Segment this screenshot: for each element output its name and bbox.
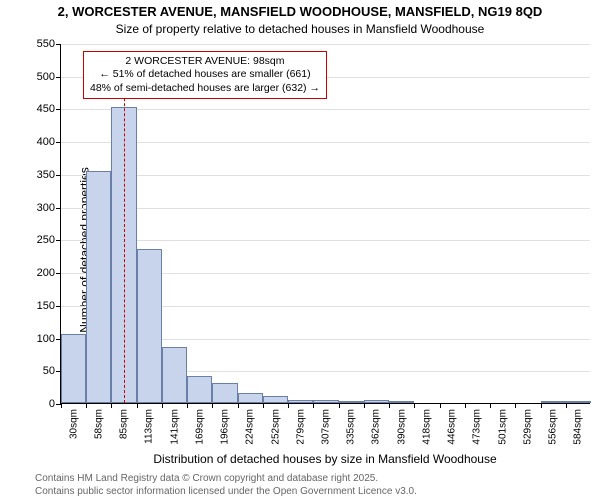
ytick-mark [56,142,61,143]
xtick-label: 113sqm [144,409,155,444]
xtick-mark [86,403,87,408]
xtick-mark [440,403,441,408]
ytick-label: 100 [37,333,55,345]
x-axis-label: Distribution of detached houses by size … [60,452,590,466]
xtick-label: 362sqm [371,409,382,445]
chart-title: 2, WORCESTER AVENUE, MANSFIELD WOODHOUSE… [0,4,600,19]
gridline [61,142,590,143]
xtick-label: 335sqm [346,409,357,445]
histogram-bar [61,334,86,403]
xtick-label: 279sqm [295,409,306,445]
xtick-mark [465,403,466,408]
xtick-label: 584sqm [573,409,584,445]
ytick-label: 50 [43,365,55,377]
xtick-mark [339,403,340,408]
gridline [61,44,590,45]
xtick-label: 307sqm [321,409,332,445]
ytick-label: 200 [37,267,55,279]
plot-area: 05010015020025030035040045050055030sqm58… [60,44,590,404]
xtick-label: 85sqm [119,409,130,439]
ytick-label: 150 [37,300,55,312]
ytick-label: 350 [37,169,55,181]
ytick-label: 0 [49,398,55,410]
gridline [61,240,590,241]
xtick-label: 473sqm [472,409,483,445]
xtick-mark [566,403,567,408]
ytick-mark [56,306,61,307]
xtick-label: 418sqm [421,409,432,445]
xtick-mark [313,403,314,408]
chart-subtitle: Size of property relative to detached ho… [0,22,600,36]
ytick-mark [56,273,61,274]
histogram-bar [566,401,591,403]
ytick-label: 300 [37,202,55,214]
xtick-label: 556sqm [548,409,559,445]
xtick-label: 390sqm [396,409,407,445]
xtick-mark [238,403,239,408]
ytick-mark [56,44,61,45]
xtick-mark [137,403,138,408]
histogram-bar [313,400,338,403]
annotation-box: 2 WORCESTER AVENUE: 98sqm← 51% of detach… [83,51,327,100]
xtick-label: 58sqm [93,409,104,439]
histogram-bar [364,400,389,403]
footer-text-1: Contains HM Land Registry data © Crown c… [35,473,378,484]
histogram-bar [288,400,313,403]
gridline [61,109,590,110]
histogram-bar [187,376,212,403]
ytick-label: 450 [37,103,55,115]
xtick-mark [490,403,491,408]
histogram-bar [389,401,414,403]
xtick-mark [515,403,516,408]
histogram-bar [162,347,187,403]
histogram-bar [541,401,566,403]
ytick-label: 500 [37,71,55,83]
gridline [61,175,590,176]
ytick-label: 400 [37,136,55,148]
property-marker-line [124,63,125,403]
histogram-bar [238,393,263,403]
xtick-mark [414,403,415,408]
gridline [61,208,590,209]
xtick-mark [541,403,542,408]
ytick-mark [56,77,61,78]
xtick-mark [111,403,112,408]
xtick-mark [187,403,188,408]
histogram-bar [212,383,237,403]
ytick-mark [56,240,61,241]
annotation-line: 2 WORCESTER AVENUE: 98sqm [90,55,320,69]
xtick-label: 196sqm [220,409,231,445]
histogram-bar [263,396,288,403]
chart-container: 2, WORCESTER AVENUE, MANSFIELD WOODHOUSE… [0,0,600,500]
xtick-label: 501sqm [497,409,508,445]
xtick-label: 446sqm [447,409,458,445]
histogram-bar [137,249,162,403]
xtick-mark [61,403,62,408]
ytick-label: 250 [37,234,55,246]
ytick-mark [56,175,61,176]
xtick-mark [364,403,365,408]
footer-text-2: Contains public sector information licen… [35,486,417,497]
xtick-label: 252sqm [270,409,281,445]
histogram-bar [86,171,111,403]
ytick-mark [56,208,61,209]
xtick-label: 141sqm [169,409,180,445]
xtick-mark [162,403,163,408]
annotation-line: 48% of semi-detached houses are larger (… [90,82,320,96]
xtick-label: 169sqm [194,409,205,445]
annotation-line: ← 51% of detached houses are smaller (66… [90,68,320,82]
xtick-label: 224sqm [245,409,256,445]
ytick-mark [56,109,61,110]
xtick-label: 529sqm [522,409,533,445]
xtick-label: 30sqm [68,409,79,439]
xtick-mark [389,403,390,408]
histogram-bar [339,401,364,403]
ytick-label: 550 [37,38,55,50]
xtick-mark [263,403,264,408]
xtick-mark [288,403,289,408]
xtick-mark [212,403,213,408]
